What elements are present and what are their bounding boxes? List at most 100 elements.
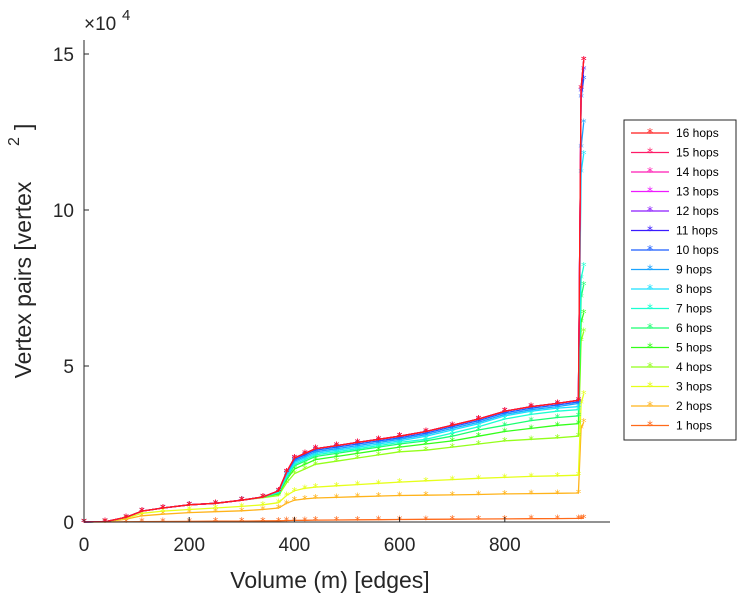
- data-point: *: [276, 489, 282, 502]
- legend-label: 1 hops: [676, 419, 712, 433]
- legend-marker: *: [647, 282, 653, 296]
- data-point: *: [334, 447, 340, 460]
- legend-item: * 13 hops: [631, 185, 719, 199]
- data-point: *: [423, 433, 429, 446]
- data-point: *: [578, 273, 584, 286]
- data-point: *: [476, 421, 482, 434]
- legend-item: * 7 hops: [631, 302, 712, 316]
- data-point: *: [423, 438, 429, 451]
- data-point: *: [292, 458, 298, 471]
- legend-marker: *: [647, 341, 653, 355]
- data-point: *: [581, 326, 587, 339]
- y-axis-label-close: ]: [10, 124, 36, 130]
- data-point: *: [313, 446, 319, 459]
- data-point: *: [476, 513, 482, 526]
- data-point: *: [334, 440, 340, 453]
- data-point: *: [555, 470, 561, 483]
- series-line: [84, 517, 584, 523]
- data-point: *: [449, 489, 455, 502]
- legend-marker: *: [647, 302, 653, 316]
- legend: * 16 hops * 15 hops * 14 hops * 13 hops * 12 hops…: [623, 119, 737, 441]
- data-point: *: [476, 424, 482, 437]
- data-point: *: [423, 513, 429, 526]
- x-axis-label: Volume (m) [edges]: [230, 567, 429, 593]
- data-point: *: [449, 474, 455, 487]
- data-point: *: [502, 410, 508, 423]
- axes: [83, 40, 610, 523]
- data-point: *: [302, 452, 308, 465]
- data-point: *: [476, 438, 482, 451]
- data-point: *: [284, 515, 290, 528]
- legend-label: 15 hops: [676, 146, 719, 160]
- data-point: *: [284, 471, 290, 484]
- data-point: *: [284, 466, 290, 479]
- data-point: *: [581, 416, 587, 429]
- data-point: *: [355, 444, 361, 457]
- data-point: *: [376, 449, 382, 462]
- legend-marker: *: [647, 321, 653, 335]
- data-point: *: [476, 416, 482, 429]
- data-point: *: [213, 502, 219, 515]
- legend-label: 5 hops: [676, 341, 712, 355]
- data-point: *: [449, 424, 455, 437]
- data-point: *: [260, 499, 266, 512]
- legend-item: * 16 hops: [631, 126, 719, 140]
- y-tick-label: 15: [53, 45, 74, 66]
- y-tick-label: 0: [63, 513, 74, 534]
- data-point: *: [213, 506, 219, 519]
- legend-marker: *: [647, 224, 653, 238]
- data-point: *: [576, 394, 582, 407]
- data-point: *: [423, 429, 429, 442]
- data-point: *: [284, 489, 290, 502]
- data-point: *: [284, 497, 290, 510]
- data-point: *: [186, 499, 192, 512]
- data-point: *: [313, 492, 319, 505]
- data-point: *: [302, 514, 308, 527]
- data-point: *: [239, 494, 245, 507]
- data-point: *: [397, 441, 403, 454]
- data-point: *: [528, 408, 534, 421]
- data-point: *: [528, 404, 534, 417]
- data-point: *: [276, 486, 282, 499]
- data-point: *: [302, 482, 308, 495]
- data-point: *: [355, 447, 361, 460]
- data-point: *: [576, 430, 582, 443]
- data-point: *: [502, 426, 508, 439]
- data-point: *: [397, 433, 403, 446]
- data-point: *: [276, 485, 282, 498]
- data-point: *: [302, 450, 308, 463]
- data-point: *: [423, 427, 429, 440]
- data-point: *: [581, 307, 587, 320]
- data-point: *: [276, 485, 282, 498]
- data-point: *: [555, 402, 561, 415]
- data-point: *: [528, 401, 534, 414]
- data-point: *: [313, 454, 319, 467]
- data-point: *: [423, 444, 429, 457]
- legend-label: 8 hops: [676, 282, 712, 296]
- data-point: *: [376, 477, 382, 490]
- data-point: *: [528, 402, 534, 415]
- data-point: *: [555, 399, 561, 412]
- data-point: *: [334, 514, 340, 527]
- legend-marker: *: [647, 126, 653, 140]
- data-point: *: [555, 401, 561, 414]
- data-point: *: [292, 457, 298, 470]
- data-point: *: [578, 316, 584, 329]
- legend-item: * 8 hops: [631, 282, 712, 296]
- data-point: *: [284, 474, 290, 487]
- data-point: *: [355, 438, 361, 451]
- data-point: *: [376, 514, 382, 527]
- x-ticks: 0 200 400 600 800: [79, 517, 521, 556]
- data-point: *: [213, 497, 219, 510]
- data-point: *: [397, 435, 403, 448]
- data-point: *: [502, 419, 508, 432]
- data-point: *: [276, 487, 282, 500]
- legend-label: 2 hops: [676, 399, 712, 413]
- data-point: *: [528, 422, 534, 435]
- data-point: *: [355, 443, 361, 456]
- data-point: *: [449, 441, 455, 454]
- legend-label: 9 hops: [676, 263, 712, 277]
- data-point: *: [502, 407, 508, 420]
- series-8-hops: ***************************: [81, 148, 587, 529]
- data-point: *: [502, 488, 508, 501]
